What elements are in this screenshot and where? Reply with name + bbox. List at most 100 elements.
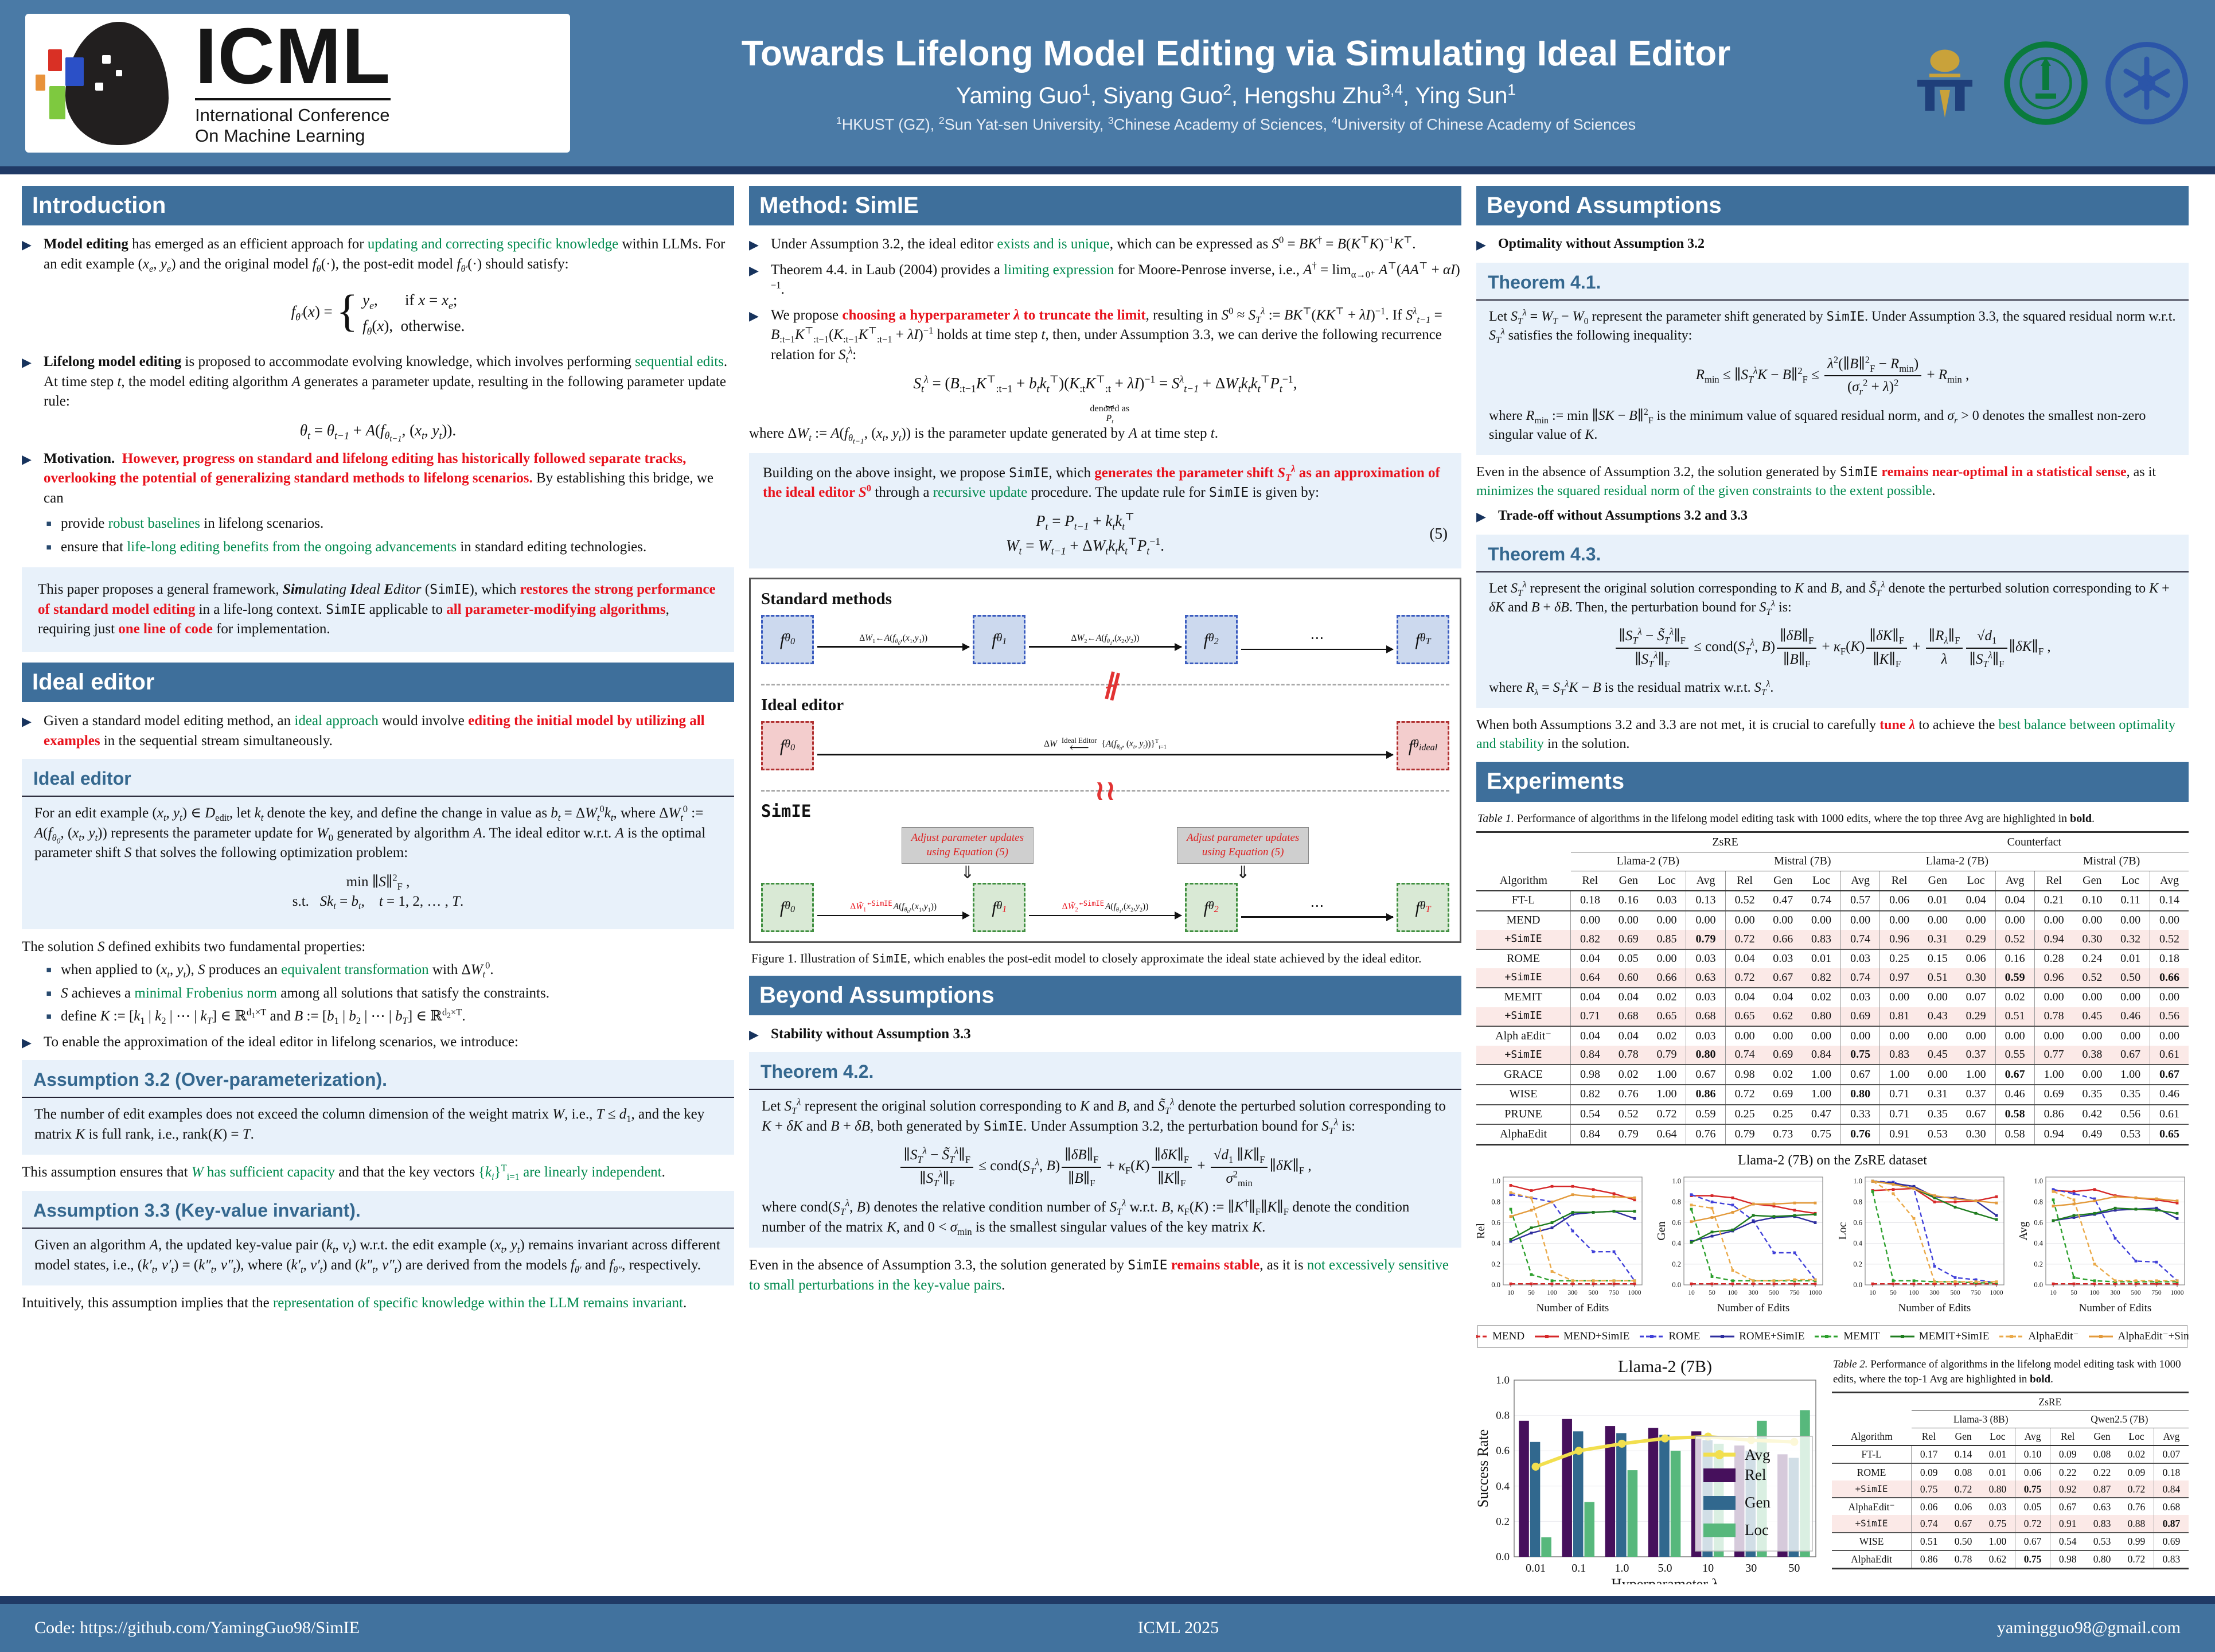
table-cell: 0.00	[1879, 910, 1919, 930]
table-2-wrap: Table 2. Performance of algorithms in th…	[1832, 1356, 2189, 1575]
table-cell: 0.00	[2034, 910, 2073, 930]
table-cell: 0.52	[1609, 1104, 1648, 1125]
triangle-bullet-icon: ▶	[749, 1027, 759, 1042]
table-cell: 0.99	[2119, 1532, 2154, 1550]
algorithm-name: +SimIE	[1476, 930, 1571, 949]
square-bullet-icon: ▪	[46, 518, 52, 529]
table-cell: 0.91	[1879, 1124, 1919, 1145]
svg-text:Number of Edits: Number of Edits	[2079, 1302, 2152, 1314]
sysu-logo	[2004, 41, 2088, 125]
table-cell: 0.56	[2150, 1007, 2189, 1027]
svg-text:300: 300	[2110, 1289, 2120, 1296]
table-cell: 0.46	[2150, 1084, 2189, 1105]
svg-text:1000: 1000	[2170, 1289, 2183, 1296]
svg-text:1.0: 1.0	[1672, 1177, 1682, 1185]
poster-title: Towards Lifelong Model Editing via Simul…	[741, 33, 1731, 73]
table-cell: 1.00	[1647, 1064, 1686, 1085]
table-row: +SimIE 0.75 0.72 0.80 0.75 0.92 0.87 0.72 0.84	[1832, 1480, 2189, 1498]
table-cell: 0.02	[1647, 987, 1686, 1007]
email-link[interactable]: yamingguo98@gmail.com	[1996, 1618, 2181, 1637]
table-cell: 0.42	[2073, 1104, 2112, 1125]
svg-text:300: 300	[1749, 1289, 1759, 1296]
svg-text:500: 500	[1769, 1289, 1780, 1296]
svg-text:10: 10	[1869, 1289, 1876, 1296]
svg-text:Gen: Gen	[1745, 1494, 1771, 1511]
table-header: Mistral (7B)	[1725, 852, 1880, 872]
table-cell: 0.04	[1609, 1026, 1648, 1046]
legend-item: MEND+SimIE	[1534, 1329, 1629, 1344]
table-row: +SimIE 0.82 0.69 0.85 0.79 0.72 0.66 0.83 0.74 0.…	[1476, 930, 2189, 949]
table-cell: 0.04	[1764, 987, 1803, 1007]
optimality-conclusion: Even in the absence of Assumption 3.2, t…	[1476, 465, 2156, 499]
table-cell: 0.35	[2073, 1084, 2112, 1105]
table-header: Qwen2.5 (7B)	[2050, 1411, 2189, 1428]
table-cell: 0.32	[2111, 930, 2150, 949]
table-cell: 0.00	[1918, 910, 1957, 930]
table-cell: 0.68	[2153, 1497, 2189, 1515]
table-cell: 0.00	[2111, 987, 2150, 1007]
table-cell: 0.54	[1570, 1104, 1609, 1125]
table-cell: 0.65	[2150, 1124, 2189, 1145]
footer-divider	[0, 1596, 2215, 1604]
svg-text:0.0: 0.0	[1672, 1281, 1682, 1289]
table-cell: 0.52	[1995, 930, 2035, 949]
table-2-caption: Table 2. Performance of algorithms in th…	[1833, 1358, 2181, 1386]
table-cell: 0.31	[1918, 930, 1957, 949]
table-row: FT-L 0.18 0.16 0.03 0.13 0.52 0.47 0.74 0.57 0.06…	[1476, 890, 2189, 911]
triangle-bullet-icon: ▶	[22, 1035, 32, 1050]
svg-text:0.6: 0.6	[1496, 1445, 1510, 1457]
table-cell: 0.82	[1802, 968, 1841, 988]
svg-text:5.0: 5.0	[1658, 1562, 1672, 1575]
svg-text:0.0: 0.0	[1491, 1281, 1500, 1289]
table-cell: 0.80	[2085, 1549, 2119, 1569]
code-link[interactable]: Code: https://github.com/YamingGuo98/Sim…	[34, 1618, 360, 1637]
table-cell: 0.86	[2034, 1104, 2073, 1125]
table-cell: 0.15	[1918, 948, 1957, 969]
table-cell: 0.06	[2014, 1463, 2051, 1481]
table-cell: 0.02	[1764, 1064, 1803, 1085]
table-cell: 0.97	[1879, 968, 1919, 988]
table-cell: 0.00	[1995, 1026, 2035, 1046]
table-cell: 0.33	[1840, 1104, 1881, 1125]
table-cell: 0.72	[1725, 968, 1764, 988]
cas-logo	[2105, 42, 2188, 124]
table-cell: 0.04	[1725, 948, 1764, 969]
svg-text:100: 100	[1909, 1289, 1919, 1296]
table-cell: 0.65	[1647, 1007, 1686, 1027]
square-bullet-icon: ▪	[46, 964, 52, 975]
table-cell: 0.00	[1764, 910, 1803, 930]
assumption-33-box: Assumption 3.3 (Key-value invariant). Gi…	[22, 1190, 734, 1286]
svg-text:0.8: 0.8	[1853, 1198, 1862, 1206]
logo-pixel	[116, 69, 122, 76]
table-cell: 0.37	[1956, 1084, 1995, 1105]
line-chart-loc: 0.0 0.2 0.4 0.6 0.8 1.0 10 50 100 300 500 750 1000 Nu…	[1838, 1176, 2005, 1314]
table-cell: 0.67	[1840, 1064, 1881, 1085]
table-cell: 0.00	[1802, 1026, 1841, 1046]
ideal-editor-chain: f θ0 ΔW Ideal Editor ⟵ {A(fθ0, (xt, yt))}T…	[761, 721, 1449, 771]
table-cell: 0.78	[1946, 1549, 1980, 1569]
table-cell: 0.53	[2111, 1124, 2150, 1145]
table-cell: 0.00	[1725, 910, 1764, 930]
svg-text:0.1: 0.1	[1571, 1562, 1586, 1575]
section-ideal-editor: Ideal editor	[22, 662, 734, 703]
svg-text:0.01: 0.01	[1526, 1562, 1546, 1575]
logo-pixel	[36, 74, 45, 91]
table-cell: 0.59	[1686, 1104, 1726, 1125]
table-row: WISE 0.82 0.76 1.00 0.86 0.72 0.69 1.00 0.80 0.71…	[1476, 1084, 2189, 1105]
algorithm-name: +SimIE	[1476, 1045, 1571, 1065]
legend-item: ROME	[1639, 1329, 1700, 1344]
section-experiments: Experiments	[1476, 762, 2189, 802]
svg-text:30: 30	[1745, 1562, 1757, 1575]
standard-methods-chain: f θ0 ΔW1←A(fθ0,(x1,y1)) f θ1 ΔW2←A(fθ1,(x2…	[761, 615, 1449, 665]
legend-item: MEMIT+SimIE	[1889, 1329, 1989, 1344]
table-cell: 0.00	[1956, 1026, 1995, 1046]
table-cell: 0.75	[1980, 1515, 2015, 1533]
table-cell: 0.67	[2014, 1532, 2051, 1550]
model-box: f θideal	[1397, 721, 1449, 771]
assumption-33-title: Assumption 3.3 (Key-value invariant).	[33, 1199, 361, 1221]
algorithm-name: AlphaEdit	[1832, 1549, 1912, 1569]
table-cell: 0.10	[2014, 1444, 2051, 1464]
table-cell: 0.69	[2034, 1084, 2073, 1105]
table-cell: 0.74	[1911, 1515, 1947, 1533]
figure-1-caption: Figure 1. Illustration of SimIE, which e…	[751, 951, 1422, 966]
